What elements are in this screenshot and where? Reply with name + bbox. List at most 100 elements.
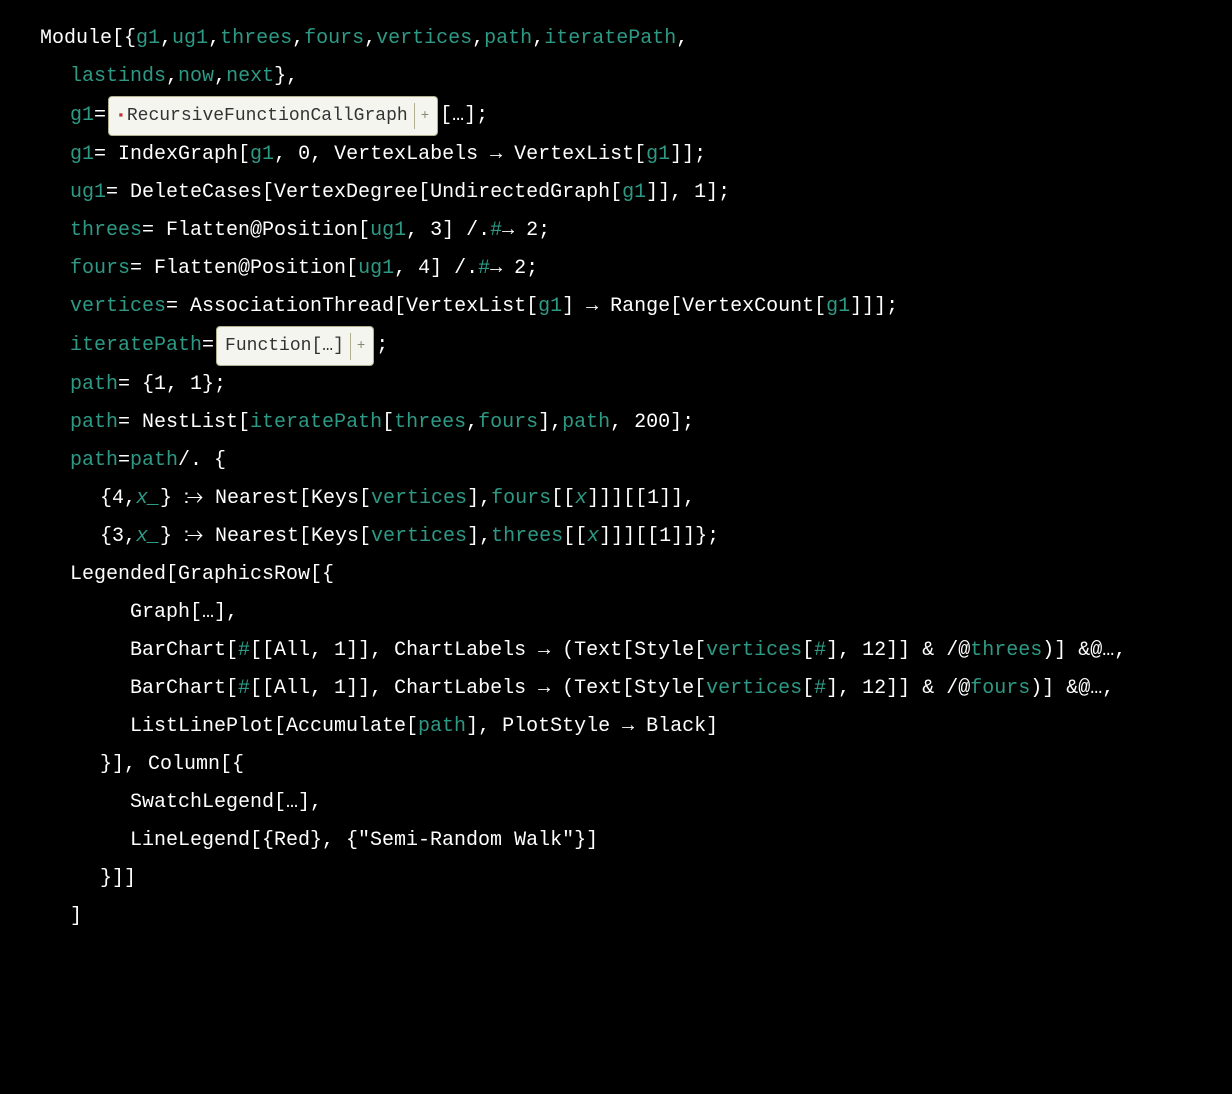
pattern-x: x_: [136, 480, 160, 518]
symbol-threes: threes: [394, 404, 466, 442]
text: = Flatten@Position[: [130, 250, 358, 288]
symbol-iteratepath: iteratePath: [250, 404, 382, 442]
slot: #: [490, 212, 502, 250]
resource-function-pill[interactable]: ▪ RecursiveFunctionCallGraph +: [108, 96, 438, 136]
code-line-19: ListLinePlot[Accumulate[ path ], PlotSty…: [40, 708, 1192, 746]
code-line-22: LineLegend[{Red}, {"Semi-Random Walk"}]: [40, 822, 1192, 860]
symbol-threes: threes: [220, 20, 292, 58]
code-line-14: {3, x_ } ⧴ Nearest[Keys[ vertices ], thr…: [40, 518, 1192, 556]
text: [[All, 1]], ChartLabels → (Text[Style[: [250, 632, 706, 670]
symbol-g1: g1: [646, 136, 670, 174]
text: , 200];: [610, 404, 694, 442]
text: BarChart[: [130, 632, 238, 670]
slot: #: [814, 632, 826, 670]
text: =: [94, 97, 106, 135]
text: =: [202, 327, 214, 365]
code-line-13: {4, x_ } ⧴ Nearest[Keys[ vertices ], fou…: [40, 480, 1192, 518]
text: , 0, VertexLabels → VertexList[: [274, 136, 646, 174]
text: [: [382, 404, 394, 442]
text: =: [118, 442, 130, 480]
text: SwatchLegend[…],: [130, 784, 322, 822]
text: ,: [166, 58, 178, 96]
function-iconize-pill[interactable]: Function[…] +: [216, 326, 374, 366]
symbol-threes: threes: [70, 212, 142, 250]
symbol-g1: g1: [622, 174, 646, 212]
symbol-vertices: vertices: [70, 288, 166, 326]
code-line-11: path = NestList[ iteratePath [ threes , …: [40, 404, 1192, 442]
symbol-path: path: [562, 404, 610, 442]
resource-icon: ▪: [117, 104, 125, 129]
code-line-16: Graph[…],: [40, 594, 1192, 632]
text: ],: [467, 518, 491, 556]
text: [[: [563, 518, 587, 556]
text: [[All, 1]], ChartLabels → (Text[Style[: [250, 670, 706, 708]
text: = NestList[: [118, 404, 250, 442]
expand-icon[interactable]: +: [414, 103, 429, 130]
code-line-20: }], Column[{: [40, 746, 1192, 784]
symbol-vertices: vertices: [376, 20, 472, 58]
text: ,: [208, 20, 220, 58]
text: = {1, 1};: [118, 366, 226, 404]
text: → 2;: [490, 250, 538, 288]
text: } ⧴ Nearest[Keys[: [160, 480, 371, 518]
pattern-x: x: [587, 518, 599, 556]
text: ListLinePlot[Accumulate[: [130, 708, 418, 746]
code-line-23: }]]: [40, 860, 1192, 898]
text: ,: [214, 58, 226, 96]
code-line-3: g1 = ▪ RecursiveFunctionCallGraph + […];: [40, 96, 1192, 136]
symbol-path: path: [70, 442, 118, 480]
symbol-ug1: ug1: [70, 174, 106, 212]
text: ], 12]] & /@: [826, 670, 970, 708]
text: ,: [364, 20, 376, 58]
pill-label: RecursiveFunctionCallGraph: [127, 99, 408, 133]
text: ],: [467, 480, 491, 518]
text: ], PlotStyle → Black]: [466, 708, 718, 746]
slot: #: [238, 632, 250, 670]
symbol-g1: g1: [250, 136, 274, 174]
code-line-12: path = path /. {: [40, 442, 1192, 480]
text: ,: [676, 20, 688, 58]
code-line-4: g1 = IndexGraph[ g1 , 0, VertexLabels → …: [40, 136, 1192, 174]
pattern-x: x: [575, 480, 587, 518]
symbol-lastinds: lastinds: [70, 58, 166, 96]
text: BarChart[: [130, 670, 238, 708]
code-line-6: threes = Flatten@Position[ ug1 , 3] /. #…: [40, 212, 1192, 250]
text: = AssociationThread[VertexList[: [166, 288, 538, 326]
symbol-path: path: [418, 708, 466, 746]
symbol-path: path: [70, 366, 118, 404]
text: }], Column[{: [100, 746, 244, 784]
text: ], 12]] & /@: [826, 632, 970, 670]
symbol-vertices: vertices: [706, 670, 802, 708]
symbol-g1: g1: [70, 97, 94, 135]
text: ,: [532, 20, 544, 58]
text: [[: [551, 480, 575, 518]
symbol-fours: fours: [304, 20, 364, 58]
text: ;: [376, 327, 388, 365]
expand-icon[interactable]: +: [350, 333, 365, 360]
code-line-15: Legended[GraphicsRow[{: [40, 556, 1192, 594]
text: ,: [472, 20, 484, 58]
slot: #: [238, 670, 250, 708]
symbol-ug1: ug1: [172, 20, 208, 58]
symbol-fours: fours: [478, 404, 538, 442]
text: )] &@…,: [1042, 632, 1126, 670]
text: ,: [466, 404, 478, 442]
symbol-ug1: ug1: [370, 212, 406, 250]
symbol-g1: g1: [136, 20, 160, 58]
pattern-x: x_: [136, 518, 160, 556]
symbol-g1: g1: [70, 136, 94, 174]
pill-label: Function[…]: [225, 329, 344, 363]
text: ]]][[1]],: [587, 480, 695, 518]
symbol-vertices: vertices: [371, 518, 467, 556]
code-line-7: fours = Flatten@Position[ ug1 , 4] /. # …: [40, 250, 1192, 288]
text: ] → Range[VertexCount[: [562, 288, 826, 326]
text: }]]: [100, 860, 136, 898]
text: [: [802, 670, 814, 708]
text: Module[{: [40, 20, 136, 58]
text: = Flatten@Position[: [142, 212, 370, 250]
code-line-24: ]: [40, 898, 1192, 936]
text: )] &@…,: [1030, 670, 1114, 708]
symbol-next: next: [226, 58, 274, 96]
symbol-g1: g1: [538, 288, 562, 326]
symbol-threes: threes: [491, 518, 563, 556]
